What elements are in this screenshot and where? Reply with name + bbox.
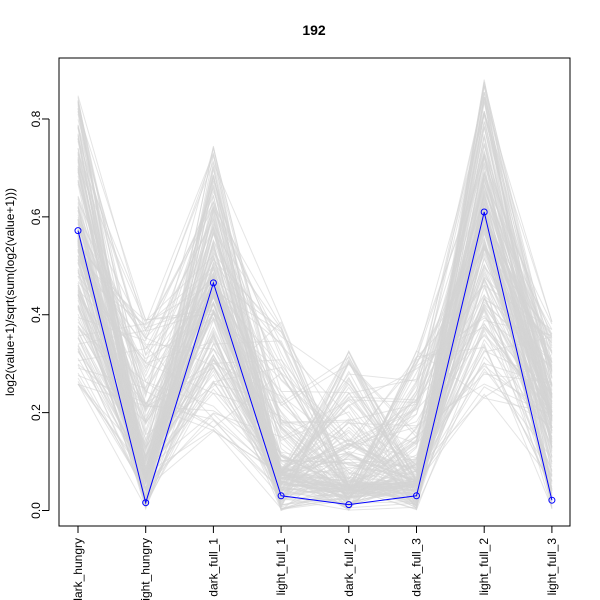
highlight-point bbox=[413, 492, 420, 500]
highlight-point bbox=[345, 501, 353, 509]
background-profile-line bbox=[77, 248, 553, 493]
background-profile-line bbox=[77, 248, 553, 497]
highlight-point bbox=[142, 499, 150, 507]
highlight-series bbox=[74, 208, 556, 509]
highlight-series-line bbox=[77, 211, 553, 506]
background-profile-line bbox=[77, 95, 553, 508]
highlight-point bbox=[480, 208, 488, 216]
background-profile-line bbox=[77, 214, 553, 491]
y-tick-label: 0.2 bbox=[29, 404, 43, 421]
x-tick-label: dark_full_1 bbox=[206, 538, 220, 597]
background-profile-line bbox=[77, 85, 553, 487]
background-profile-line bbox=[77, 149, 553, 494]
x-tick-label: light_full_2 bbox=[477, 538, 491, 596]
y-tick-label: 0.4 bbox=[29, 306, 43, 323]
background-profile-line bbox=[77, 124, 553, 497]
background-profile-line bbox=[77, 145, 553, 491]
background-profile-line bbox=[77, 213, 553, 506]
background-profile-line bbox=[77, 101, 553, 482]
x-tick-label: dark_full_3 bbox=[410, 538, 424, 597]
y-tick-label: 0.6 bbox=[29, 208, 43, 225]
background-profile-line bbox=[77, 159, 553, 488]
y-tick-label: 0.8 bbox=[29, 110, 43, 127]
chart-title: 192 bbox=[302, 22, 326, 38]
highlight-point bbox=[277, 492, 285, 500]
background-profile-line bbox=[77, 190, 553, 508]
background-profile-line bbox=[77, 242, 553, 499]
background-profile-line bbox=[77, 242, 553, 506]
background-profile-line bbox=[77, 229, 553, 500]
highlight-point bbox=[209, 279, 217, 287]
background-profile-line bbox=[77, 182, 553, 488]
x-tick-label: dark_hungry bbox=[71, 538, 85, 600]
background-profile-line bbox=[77, 286, 553, 489]
x-tick-label: light_full_1 bbox=[274, 538, 288, 596]
background-profiles bbox=[77, 79, 553, 512]
x-tick-label: light_hungry bbox=[139, 538, 153, 600]
background-profile-line bbox=[77, 174, 553, 486]
highlight-point bbox=[548, 496, 556, 504]
y-tick-label: 0.0 bbox=[29, 502, 43, 519]
x-tick-label: light_full_3 bbox=[545, 538, 559, 596]
x-axis: dark_hungry light_hungry dark_full_1 light_… bbox=[71, 525, 559, 600]
x-tick-label: dark_full_2 bbox=[342, 538, 356, 597]
y-axis: 0.0 0.2 0.4 0.6 0.8 bbox=[29, 110, 50, 519]
highlight-point bbox=[74, 227, 82, 235]
y-axis-label: log2(value+1)/sqrt(sum(log2(value+1))) bbox=[3, 188, 17, 396]
